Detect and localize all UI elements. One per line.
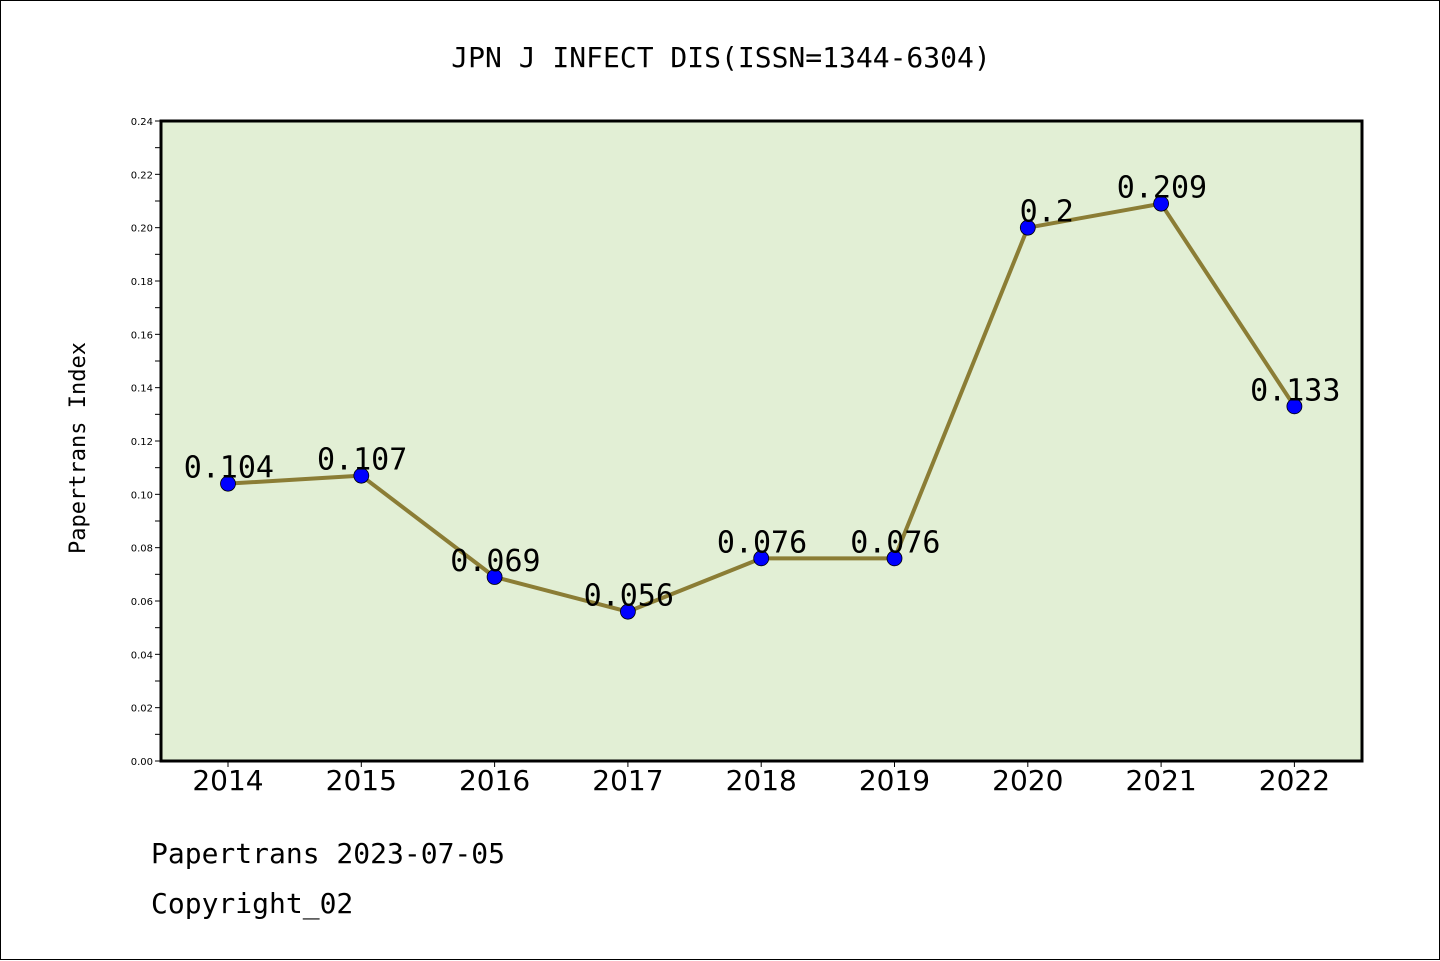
y-tick-label: 0.00 xyxy=(131,757,153,768)
data-point xyxy=(753,550,770,567)
y-tick-label: 0.10 xyxy=(131,490,153,501)
x-tick-label: 2014 xyxy=(192,764,263,797)
y-axis-label: Papertrans Index xyxy=(66,342,91,554)
y-tick-label: 0.04 xyxy=(131,650,153,661)
plot-area xyxy=(159,119,1364,763)
data-point xyxy=(886,550,903,567)
data-point xyxy=(353,467,370,484)
y-tick-label: 0.08 xyxy=(131,544,153,555)
x-tick-label: 2020 xyxy=(992,764,1063,797)
x-tick-label: 2022 xyxy=(1259,764,1330,797)
footer-date-text: Papertrans 2023-07-05 xyxy=(151,837,506,870)
data-label: 0.056 xyxy=(584,579,674,614)
data-label: 0.104 xyxy=(184,451,274,486)
y-tick-label: 0.16 xyxy=(131,330,153,341)
x-tick-label: 2018 xyxy=(726,764,797,797)
data-point xyxy=(486,569,503,585)
y-tick-label: 0.24 xyxy=(131,117,153,128)
data-label: 0.076 xyxy=(850,525,940,560)
data-point xyxy=(1286,398,1303,415)
y-tick-label: 0.12 xyxy=(131,437,153,448)
x-tick-label: 2016 xyxy=(459,764,530,797)
data-label: 0.069 xyxy=(450,544,540,579)
y-tick-label: 0.18 xyxy=(131,277,153,288)
x-tick-label: 2019 xyxy=(859,764,930,797)
data-label: 0.2 xyxy=(1020,195,1074,230)
y-tick-label: 0.06 xyxy=(131,597,153,608)
data-point xyxy=(1019,219,1036,236)
data-point xyxy=(620,603,636,620)
y-tick-label: 0.02 xyxy=(131,704,153,715)
data-label: 0.209 xyxy=(1117,171,1207,206)
x-tick-label: 2015 xyxy=(326,764,397,797)
y-tick-label: 0.22 xyxy=(131,170,153,181)
data-point xyxy=(220,475,236,492)
data-point xyxy=(1153,195,1169,212)
footer-copyright-text: Copyright_02 xyxy=(151,887,354,920)
x-tick-label: 2021 xyxy=(1125,764,1196,797)
data-label: 0.107 xyxy=(317,443,407,478)
x-tick-label: 2017 xyxy=(592,764,663,797)
data-label: 0.076 xyxy=(717,525,807,560)
data-label: 0.133 xyxy=(1250,373,1340,408)
chart-title: JPN J INFECT DIS(ISSN=1344-6304) xyxy=(451,41,990,74)
y-tick-label: 0.14 xyxy=(131,384,153,395)
y-tick-label: 0.20 xyxy=(131,224,153,235)
